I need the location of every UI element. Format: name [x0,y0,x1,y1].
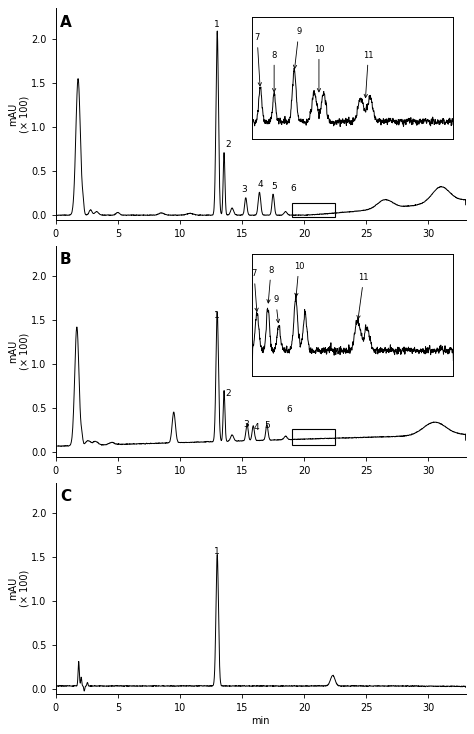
Text: 6: 6 [290,184,296,193]
Y-axis label: mAU
(× 100): mAU (× 100) [9,333,30,370]
Text: 1: 1 [214,20,220,29]
Text: 1: 1 [214,311,220,320]
Bar [292,203,335,217]
Text: C: C [60,489,71,504]
Y-axis label: mAU
(× 100): mAU (× 100) [9,95,30,133]
Text: 3: 3 [243,421,249,429]
Text: 4: 4 [257,180,263,189]
Text: 3: 3 [242,185,247,194]
Text: 5: 5 [264,421,270,430]
Text: A: A [60,15,72,29]
Y-axis label: mAU
(× 100): mAU (× 100) [9,570,30,607]
X-axis label: min: min [251,716,270,726]
Text: 1: 1 [214,547,220,556]
Bar [292,429,335,446]
Text: 4: 4 [253,423,259,432]
Text: 5: 5 [271,182,277,192]
Text: B: B [60,252,72,267]
Text: 6: 6 [287,404,292,413]
Text: 2: 2 [225,140,231,149]
Text: 2: 2 [225,389,231,398]
